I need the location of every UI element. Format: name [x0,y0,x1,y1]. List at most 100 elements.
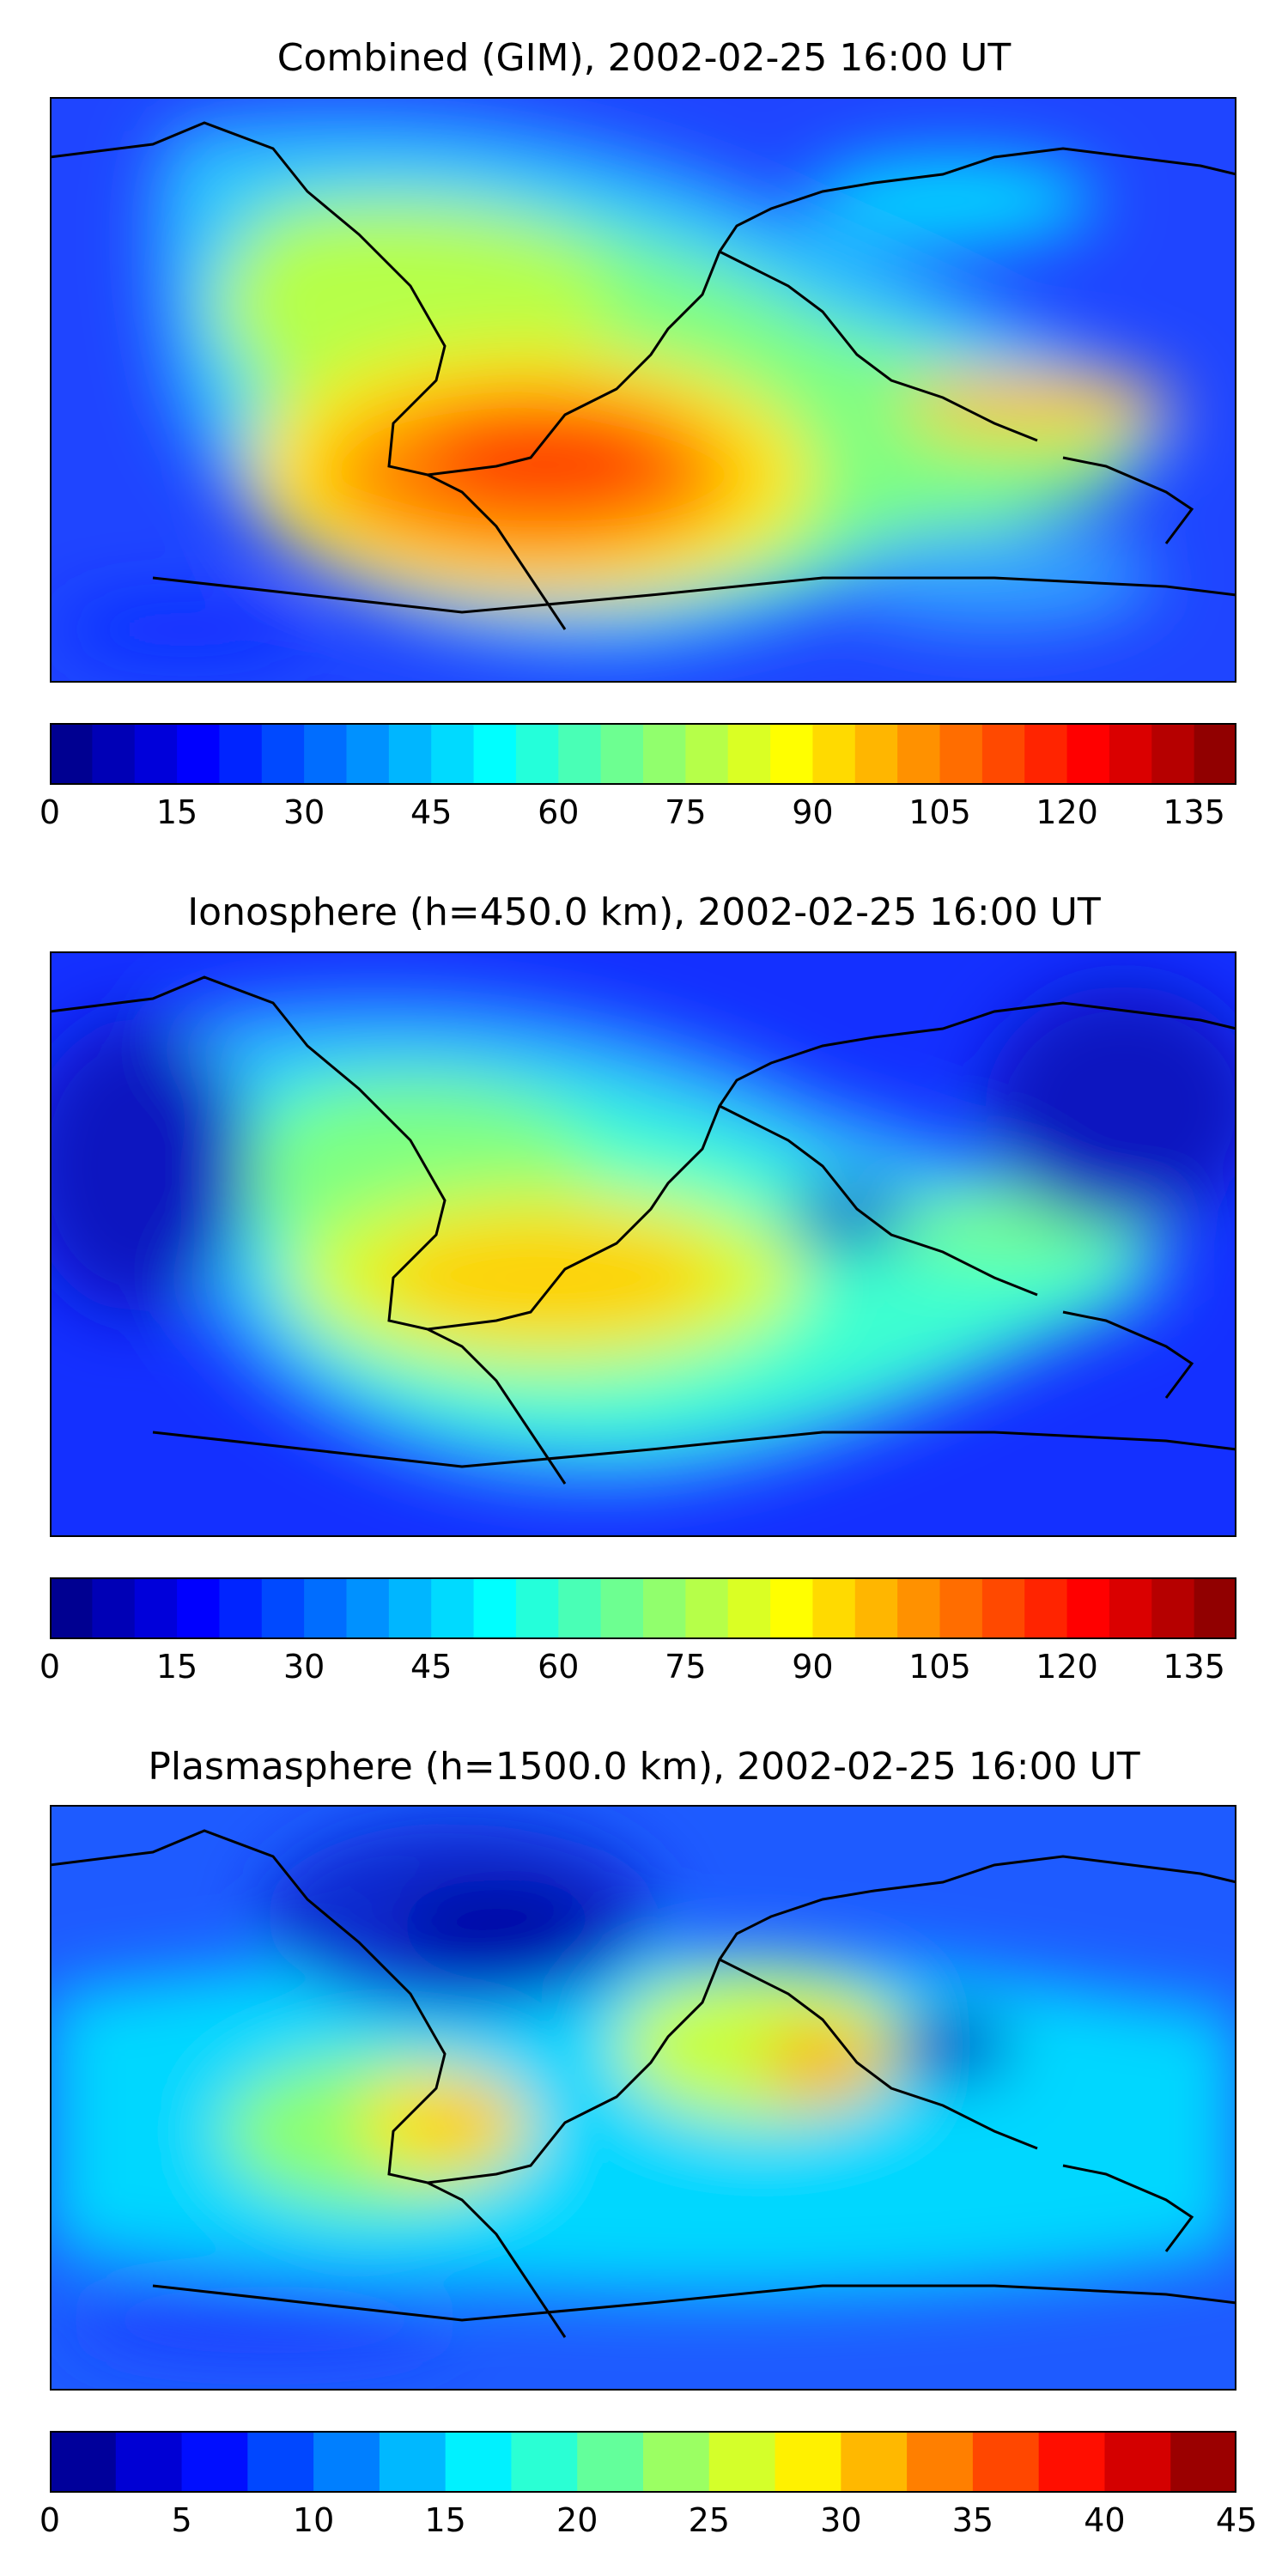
colorbar-level [1109,1577,1152,1639]
colorbar-tick-label: 120 [1036,793,1098,831]
colorbar-tick-label: 15 [155,1648,198,1686]
colorbar-level [775,2431,841,2493]
colorbar-tick-label: 75 [665,793,707,831]
colorbar-level [841,2431,908,2493]
colorbar-tick-label: 60 [538,1648,580,1686]
colorbar-level [812,1577,856,1639]
coastlines [50,975,1236,1485]
colorbar-level [685,723,729,785]
colorbar-level [854,1577,898,1639]
colorbar-level [261,1577,305,1639]
tec-field [50,1805,1236,2391]
colorbar-tick-label: 15 [424,2501,466,2539]
colorbar-level [812,723,856,785]
colorbar-tick-label: 90 [792,793,834,831]
colorbar-level [511,2431,578,2493]
colorbar-tick-label: 25 [688,2501,730,2539]
map-combined [50,97,1236,683]
colorbar-frame [50,2431,1236,2493]
colorbar-tick-label: 105 [908,793,971,831]
colorbar-level [685,1577,729,1639]
colorbar-level [727,1577,771,1639]
colorbar-level [981,1577,1025,1639]
colorbar-level [643,2431,710,2493]
colorbar-level [770,723,814,785]
colorbar-level [981,723,1025,785]
colorbar-level [304,723,348,785]
colorbar-level [600,723,644,785]
coastlines [50,121,1236,630]
map-frame [50,97,1236,683]
map-frame [50,951,1236,1537]
colorbar-level [115,2431,183,2493]
colorbar-level [177,723,221,785]
colorbar-level [134,1577,178,1639]
colorbar-level [388,723,432,785]
colorbar-level [473,723,517,785]
colorbar-level [219,723,263,785]
colorbar-tick-label: 45 [410,1648,453,1686]
colorbar-level [304,1577,348,1639]
colorbar-tick-label: 30 [283,1648,325,1686]
colorbar-tick-label: 40 [1084,2501,1126,2539]
colorbar-level [92,1577,136,1639]
colorbar-level [431,1577,475,1639]
map-title-plasmasphere: Plasmasphere (h=1500.0 km), 2002-02-25 1… [148,1745,1140,1789]
colorbar-level [92,723,136,785]
colorbar-level [558,723,602,785]
colorbar-tick-label: 20 [556,2501,598,2539]
colorbar-tick-label: 60 [538,793,580,831]
colorbar-level [1194,723,1236,785]
map-title-ionosphere: Ionosphere (h=450.0 km), 2002-02-25 16:0… [187,890,1101,934]
colorbar-level [313,2431,380,2493]
colorbar-level [577,2431,644,2493]
colorbar-level [770,1577,814,1639]
colorbar-level [346,723,390,785]
colorbar-tick-label: 120 [1036,1648,1098,1686]
colorbar-frame [50,723,1236,785]
map-title-combined: Combined (GIM), 2002-02-25 16:00 UT [276,36,1012,80]
colorbar-tick-label: 90 [792,1648,834,1686]
colorbar-tick-label: 105 [908,1648,971,1686]
colorbar-tick-label: 135 [1163,793,1225,831]
colorbar-level [181,2431,248,2493]
colorbar-ionosphere [50,1577,1236,1639]
colorbar-level [600,1577,644,1639]
colorbar-level [50,723,93,785]
colorbar-level [1038,2431,1106,2493]
colorbar-tick-label: 0 [39,1648,61,1686]
colorbar-tick-label: 35 [951,2501,994,2539]
colorbar-level [1104,2431,1171,2493]
colorbar-level [1151,1577,1195,1639]
colorbar-plasmasphere [50,2431,1236,2493]
colorbar-level [177,1577,221,1639]
tec-field [50,97,1236,683]
colorbar-tick-label: 135 [1163,1648,1225,1686]
colorbar-level [897,1577,941,1639]
colorbar-level [972,2431,1040,2493]
colorbar-level [939,1577,983,1639]
colorbar-level [445,2431,513,2493]
colorbar-tick-label: 5 [171,2501,192,2539]
colorbar-level [515,1577,559,1639]
colorbar-level [1066,723,1110,785]
colorbar-level [939,723,983,785]
colorbar-level [727,723,771,785]
colorbar-level [50,2431,117,2493]
colorbar-level [431,723,475,785]
colorbar-level [907,2431,974,2493]
colorbar-level [897,723,941,785]
colorbar-tick-label: 45 [410,793,453,831]
colorbar-tick-label: 45 [1215,2501,1258,2539]
colorbar-tick-label: 0 [39,793,61,831]
colorbar-tick-label: 30 [820,2501,862,2539]
colorbar-level [558,1577,602,1639]
colorbar-level [134,723,178,785]
colorbar-level [643,723,686,785]
colorbar-tick-label: 0 [39,2501,61,2539]
colorbar-level [247,2431,314,2493]
colorbar-level [854,723,898,785]
colorbar-tick-label: 75 [665,1648,707,1686]
coastlines [50,1829,1236,2338]
colorbar-combined [50,723,1236,785]
